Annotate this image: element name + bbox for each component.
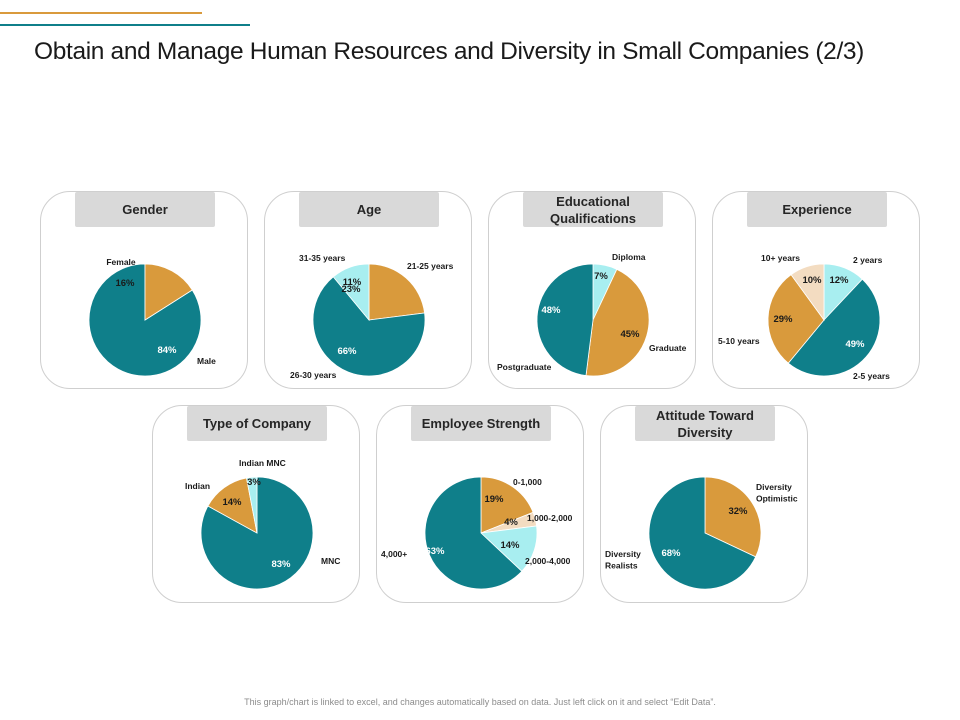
slice-category-label: 2,000-4,000 bbox=[525, 556, 571, 566]
pie-chart: 7% Diploma 45% Graduate 48% Postgraduate bbox=[497, 252, 687, 377]
slice-category-label: 21-25 years bbox=[407, 261, 454, 271]
slice-category-label: Diversity Realists bbox=[605, 549, 641, 571]
chart-title: Type of Company bbox=[187, 406, 327, 441]
slice-percent-label: 7% bbox=[594, 271, 608, 282]
chart-card-educational-qualifications: Educational Qualifications 7% Diploma 45% Gr… bbox=[488, 191, 696, 389]
chart-card-employee-strength: Employee Strength 19% 0-1,000 4% 1,000-2,000… bbox=[376, 405, 584, 603]
pie-chart: 19% 0-1,000 4% 1,000-2,000 14% 2,000-4,000 63%… bbox=[381, 476, 573, 590]
pie-slice-diversity-realists bbox=[648, 476, 757, 590]
pie-slice-male bbox=[88, 263, 202, 377]
slice-category-label: 26-30 years bbox=[290, 370, 337, 380]
slice-percent-label: 84% bbox=[157, 345, 177, 356]
slice-percent-label: 14% bbox=[500, 540, 520, 551]
pie-chart: 23% 21-25 years 66% 26-30 years 11% 31-35 yea… bbox=[290, 253, 454, 380]
slice-category-label: 31-35 years bbox=[299, 253, 346, 263]
pie-slice-graduate bbox=[585, 268, 650, 377]
accent-line-gold bbox=[0, 12, 202, 14]
slice-category-label: Diversity Optimistic bbox=[756, 482, 798, 504]
pie-chart: 12% 2 years 49% 2-5 years 29% 5-10 years 10% 10… bbox=[718, 253, 890, 381]
chart-title: Educational Qualifications bbox=[523, 192, 663, 227]
footnote: This graph/chart is linked to excel, and… bbox=[244, 697, 716, 707]
slice-category-label: 4,000+ bbox=[381, 549, 407, 559]
slice-category-label: Postgraduate bbox=[497, 362, 552, 372]
pie-slice-0-1-000 bbox=[480, 476, 534, 534]
pie-slice-postgraduate bbox=[536, 263, 594, 377]
pie-slice-21-25-years bbox=[368, 263, 426, 321]
slice-percent-label: 49% bbox=[845, 339, 865, 350]
slice-category-label: Male bbox=[197, 356, 216, 366]
slice-percent-label: 12% bbox=[829, 275, 849, 286]
pie-slice-26-30-years bbox=[312, 276, 426, 377]
slice-percent-label: 23% bbox=[341, 284, 361, 295]
slice-category-label: 2-5 years bbox=[853, 371, 890, 381]
chart-title: Employee Strength bbox=[411, 406, 551, 441]
slice-percent-label: 16% bbox=[115, 278, 135, 289]
slice-percent-label: 66% bbox=[337, 346, 357, 357]
chart-title: Age bbox=[299, 192, 439, 227]
pie-slice-5-10-years bbox=[767, 274, 825, 364]
slice-category-label: Indian MNC bbox=[239, 458, 286, 468]
slice-category-label: Indian bbox=[185, 481, 210, 491]
slice-category-label: 2 years bbox=[853, 255, 883, 265]
slice-percent-label: 4% bbox=[504, 517, 518, 528]
pie-slice-10-years bbox=[790, 263, 825, 322]
slice-category-label: Diploma bbox=[612, 252, 646, 262]
slice-percent-label: 48% bbox=[541, 305, 561, 316]
slice-percent-label: 29% bbox=[773, 314, 793, 325]
pie-chart: 32% Diversity Optimistic 68% Diversity Realis… bbox=[605, 476, 798, 590]
slice-category-label: 0-1,000 bbox=[513, 477, 542, 487]
slice-category-label: 5-10 years bbox=[718, 336, 760, 346]
chart-title: Gender bbox=[75, 192, 215, 227]
slice-percent-label: 32% bbox=[728, 506, 748, 517]
pie-slice-4-000 bbox=[424, 476, 523, 590]
chart-card-type-of-company: Type of Company 83% MNC 14% Indian 3% Indian M… bbox=[152, 405, 360, 603]
chart-title: Experience bbox=[747, 192, 887, 227]
slice-percent-label: 11% bbox=[343, 277, 362, 288]
slice-percent-label: 63% bbox=[425, 546, 445, 557]
slice-category-label: Graduate bbox=[649, 343, 687, 353]
slice-percent-label: 3% bbox=[247, 477, 261, 488]
chart-card-experience: Experience 12% 2 years 49% 2-5 years 29% 5-10 … bbox=[712, 191, 920, 389]
slice-percent-label: 83% bbox=[271, 559, 291, 570]
slice-percent-label: 10% bbox=[802, 275, 822, 286]
pie-slice-diversity-optimistic bbox=[704, 476, 762, 558]
pie-slice-31-35-years bbox=[332, 263, 370, 322]
chart-card-attitude-toward-diversity: Attitude Toward Diversity 32% Diversity Opt… bbox=[600, 405, 808, 603]
slice-category-label: Female bbox=[106, 257, 136, 267]
pie-chart: 84% Male 16% Female bbox=[88, 257, 216, 377]
slice-category-label: MNC bbox=[321, 556, 340, 566]
chart-title: Attitude Toward Diversity bbox=[635, 406, 775, 441]
pie-slice-female bbox=[144, 263, 193, 321]
page-title: Obtain and Manage Human Resources and Di… bbox=[34, 38, 864, 65]
pie-slice-2-5-years bbox=[787, 278, 881, 377]
slice-percent-label: 45% bbox=[620, 329, 640, 340]
slice-category-label: 10+ years bbox=[761, 253, 800, 263]
slice-category-label: 1,000-2,000 bbox=[527, 513, 573, 523]
slice-percent-label: 68% bbox=[661, 548, 681, 559]
slice-percent-label: 19% bbox=[484, 494, 504, 505]
pie-chart: 83% MNC 14% Indian 3% Indian MNC bbox=[185, 458, 340, 590]
pie-slice-indian-mnc bbox=[246, 476, 258, 534]
chart-card-gender: Gender 84% Male 16% Female bbox=[40, 191, 248, 389]
slice-percent-label: 14% bbox=[222, 497, 242, 508]
accent-line-teal bbox=[0, 24, 250, 26]
chart-card-age: Age 23% 21-25 years 66% 26-30 years 11% 31-35 … bbox=[264, 191, 472, 389]
